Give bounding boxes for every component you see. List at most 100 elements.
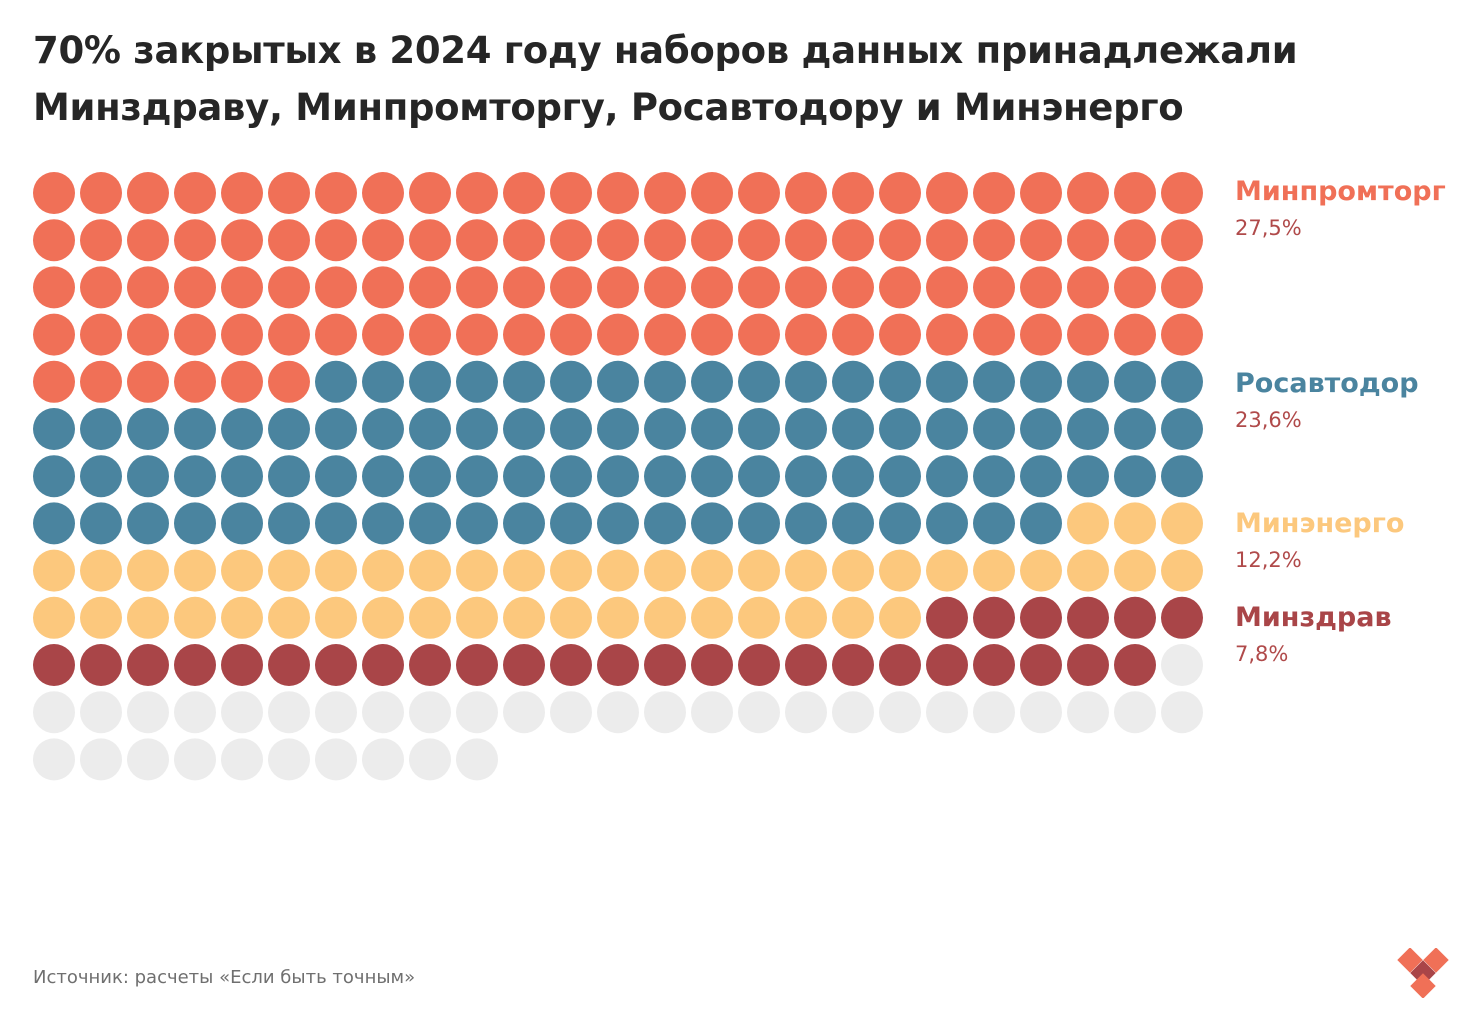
waffle-dot-minzdrav	[1020, 644, 1062, 686]
waffle-dot-minpromtorg	[456, 313, 498, 356]
waffle-dot-minzdrav	[80, 644, 122, 686]
waffle-dot-minpromtorg	[503, 313, 545, 356]
waffle-dot-minpromtorg	[315, 313, 357, 356]
waffle-dot-minpromtorg	[597, 266, 639, 309]
waffle-dot-minenergo	[221, 549, 263, 592]
waffle-dot-rosavtodor	[362, 408, 404, 450]
waffle-dot-minpromtorg	[33, 313, 75, 356]
waffle-dot-minpromtorg	[926, 266, 968, 309]
waffle-dot-minpromtorg	[268, 313, 310, 356]
waffle-dot-other	[174, 691, 216, 734]
waffle-dot-other	[221, 738, 263, 781]
waffle-dot-minpromtorg	[362, 172, 404, 214]
waffle-dot-minpromtorg	[738, 172, 780, 214]
waffle-dot-rosavtodor	[832, 502, 874, 545]
waffle-dot-minzdrav	[409, 644, 451, 686]
waffle-dot-minpromtorg	[597, 313, 639, 356]
waffle-dot-other	[1161, 644, 1203, 686]
waffle-dot-other	[832, 691, 874, 734]
waffle-dot-rosavtodor	[785, 502, 827, 545]
waffle-dot-minenergo	[127, 549, 169, 592]
waffle-dot-minpromtorg	[1067, 313, 1109, 356]
waffle-dot-minpromtorg	[80, 360, 122, 403]
waffle-dot-minenergo	[268, 596, 310, 639]
waffle-dot-minzdrav	[738, 644, 780, 686]
waffle-dot-minpromtorg	[1114, 266, 1156, 309]
waffle-dot-minzdrav	[456, 644, 498, 686]
waffle-dot-rosavtodor	[362, 502, 404, 545]
waffle-dot-minpromtorg	[127, 360, 169, 403]
waffle-dot-other	[973, 691, 1015, 734]
waffle-dot-rosavtodor	[315, 502, 357, 545]
waffle-dot-minpromtorg	[409, 219, 451, 262]
waffle-dot-minpromtorg	[409, 266, 451, 309]
waffle-dot-rosavtodor	[597, 502, 639, 545]
waffle-dot-minpromtorg	[221, 313, 263, 356]
waffle-dot-minzdrav	[362, 644, 404, 686]
waffle-dot-rosavtodor	[1020, 360, 1062, 403]
waffle-dot-rosavtodor	[503, 502, 545, 545]
waffle-dot-rosavtodor	[33, 502, 75, 545]
waffle-dot-rosavtodor	[926, 408, 968, 450]
waffle-dot-minpromtorg	[268, 172, 310, 214]
waffle-dot-minzdrav	[644, 644, 686, 686]
waffle-dot-rosavtodor	[503, 455, 545, 498]
waffle-dot-minpromtorg	[1114, 313, 1156, 356]
waffle-dot-minenergo	[268, 549, 310, 592]
waffle-dot-minpromtorg	[221, 219, 263, 262]
waffle-dot-rosavtodor	[738, 502, 780, 545]
waffle-dot-rosavtodor	[221, 455, 263, 498]
waffle-dot-minzdrav	[503, 644, 545, 686]
waffle-dot-rosavtodor	[315, 455, 357, 498]
waffle-dot-minenergo	[503, 549, 545, 592]
waffle-dot-rosavtodor	[80, 408, 122, 450]
waffle-dot-minpromtorg	[174, 219, 216, 262]
waffle-dot-minpromtorg	[362, 219, 404, 262]
waffle-dot-rosavtodor	[315, 408, 357, 450]
waffle-dot-minpromtorg	[127, 172, 169, 214]
waffle-dot-minzdrav	[1114, 644, 1156, 686]
waffle-dot-minpromtorg	[879, 219, 921, 262]
waffle-dot-minzdrav	[926, 644, 968, 686]
waffle-dot-minpromtorg	[221, 360, 263, 403]
waffle-dot-minzdrav	[926, 596, 968, 639]
waffle-dot-minpromtorg	[832, 266, 874, 309]
waffle-dot-minpromtorg	[1114, 172, 1156, 214]
waffle-dot-minzdrav	[832, 644, 874, 686]
waffle-dot-minpromtorg	[409, 172, 451, 214]
waffle-dot-minzdrav	[550, 644, 592, 686]
legend-label-rosavtodor: Росавтодор	[1235, 368, 1419, 399]
waffle-dot-minpromtorg	[503, 172, 545, 214]
legend-item-minenergo: Минэнерго 12,2%	[1235, 508, 1460, 574]
waffle-dot-other	[362, 738, 404, 781]
waffle-dot-other	[409, 691, 451, 734]
waffle-dot-minenergo	[738, 549, 780, 592]
waffle-dot-rosavtodor	[1161, 408, 1203, 450]
waffle-dot-minpromtorg	[785, 219, 827, 262]
legend-item-minzdrav: Минздрав 7,8%	[1235, 602, 1460, 668]
waffle-dot-other	[80, 691, 122, 734]
waffle-dot-rosavtodor	[738, 455, 780, 498]
waffle-dot-minenergo	[221, 596, 263, 639]
waffle-dot-minpromtorg	[33, 360, 75, 403]
waffle-dot-minenergo	[1114, 502, 1156, 545]
waffle-dot-rosavtodor	[409, 360, 451, 403]
waffle-dot-rosavtodor	[973, 455, 1015, 498]
waffle-dot-rosavtodor	[1067, 455, 1109, 498]
waffle-dot-minpromtorg	[1067, 172, 1109, 214]
waffle-dot-minpromtorg	[33, 219, 75, 262]
waffle-dot-minpromtorg	[33, 266, 75, 309]
waffle-dot-rosavtodor	[1020, 408, 1062, 450]
waffle-dot-minpromtorg	[1161, 266, 1203, 309]
legend-item-rosavtodor: Росавтодор 23,6%	[1235, 368, 1460, 434]
waffle-dot-other	[1161, 691, 1203, 734]
waffle-dot-minpromtorg	[973, 219, 1015, 262]
waffle-dot-rosavtodor	[691, 360, 733, 403]
waffle-dot-other	[738, 691, 780, 734]
legend-value-minzdrav: 7,8%	[1235, 642, 1289, 666]
waffle-dot-rosavtodor	[409, 502, 451, 545]
waffle-dot-minpromtorg	[691, 266, 733, 309]
waffle-dot-rosavtodor	[879, 455, 921, 498]
waffle-dot-minpromtorg	[503, 266, 545, 309]
waffle-dot-rosavtodor	[1067, 360, 1109, 403]
